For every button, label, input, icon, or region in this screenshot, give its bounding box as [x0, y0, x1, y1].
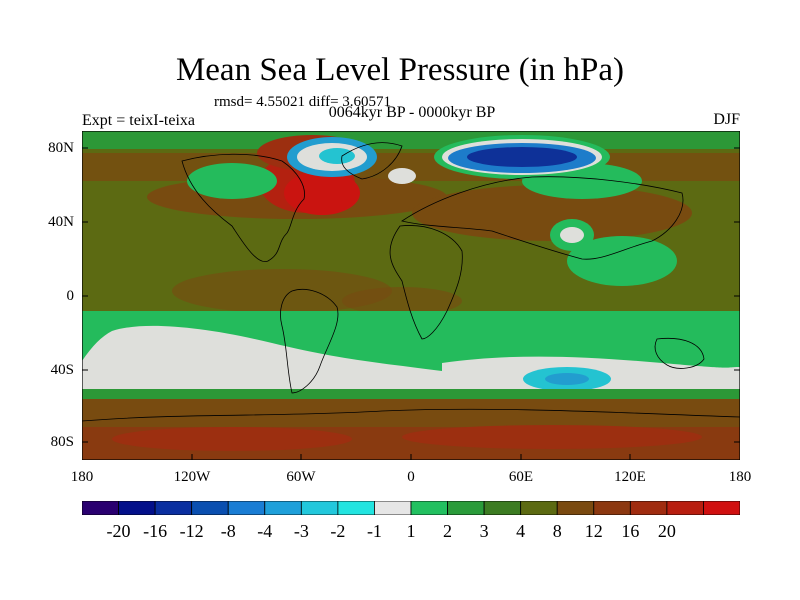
map-title: Mean Sea Level Pressure (in hPa) [175, 52, 625, 88]
x-tick-label: 60W [286, 469, 316, 485]
colorbar-tick-label: 16 [621, 521, 640, 541]
colorbar-tick-label: -1 [366, 521, 382, 541]
experiment-label: Expt = teixI-teixa [82, 112, 195, 129]
x-tick-label: 120W [173, 469, 211, 485]
colorbar-swatch [300, 501, 339, 515]
colorbar-tick-label: -2 [330, 521, 346, 541]
y-tick-label: 40S [50, 362, 74, 378]
colorbar-tick-label: 20 [657, 521, 676, 541]
y-tick-label: 40N [48, 214, 74, 230]
colorbar-swatch [264, 501, 302, 515]
colorbar-swatch [227, 501, 266, 515]
colorbar-swatch [337, 501, 375, 515]
colorbar-tick-label: -12 [179, 521, 204, 541]
rmsd-diff-stats: rmsd= 4.55021 diff= 3.60571 [214, 94, 392, 110]
colorbar-swatch [556, 501, 595, 515]
colorbar-swatch [629, 501, 668, 515]
x-tick-label: 180 [70, 469, 94, 485]
colorbar-swatch [483, 501, 522, 515]
colorbar-tick-label: -16 [143, 521, 168, 541]
colorbar-tick-label: 1 [406, 521, 416, 541]
x-tick-label: 60E [508, 469, 534, 485]
x-tick-label: 0 [407, 469, 415, 485]
y-tick-label: 80S [50, 434, 74, 450]
colorbar-swatch [520, 501, 558, 515]
colorbar-swatch [374, 501, 412, 515]
colorbar-swatch [82, 501, 119, 515]
colorbar-swatch [118, 501, 156, 515]
colorbar-swatch [410, 501, 448, 515]
colorbar-swatch [703, 501, 740, 515]
colorbar-tick-label: -20 [106, 521, 131, 541]
y-tick-label: 80N [48, 140, 74, 156]
y-tick-label: 0 [66, 288, 75, 304]
colorbar [82, 501, 740, 515]
season-label: DJF [713, 111, 740, 128]
colorbar-tick-label: 12 [584, 521, 603, 541]
colorbar-tick-label: 8 [552, 521, 562, 541]
colorbar-tick-label: -8 [220, 521, 236, 541]
colorbar-swatch [593, 501, 631, 515]
colorbar-tick-label: -3 [293, 521, 309, 541]
colorbar-tick-label: 2 [443, 521, 453, 541]
coastlines [82, 142, 740, 422]
colorbar-swatch [191, 501, 229, 515]
colorbar-tick-label: -4 [257, 521, 273, 541]
map-tick-marks [82, 147, 740, 460]
pressure-difference-map [82, 131, 740, 460]
colorbar-swatch [154, 501, 193, 515]
period-subtitle: 0064kyr BP - 0000kyr BP [328, 104, 496, 121]
colorbar-tick-label: 4 [516, 521, 526, 541]
colorbar-swatch [666, 501, 704, 515]
x-tick-label: 180 [728, 469, 752, 485]
colorbar-swatch [447, 501, 485, 515]
x-tick-label: 120E [614, 469, 646, 485]
colorbar-tick-label: 3 [479, 521, 489, 541]
